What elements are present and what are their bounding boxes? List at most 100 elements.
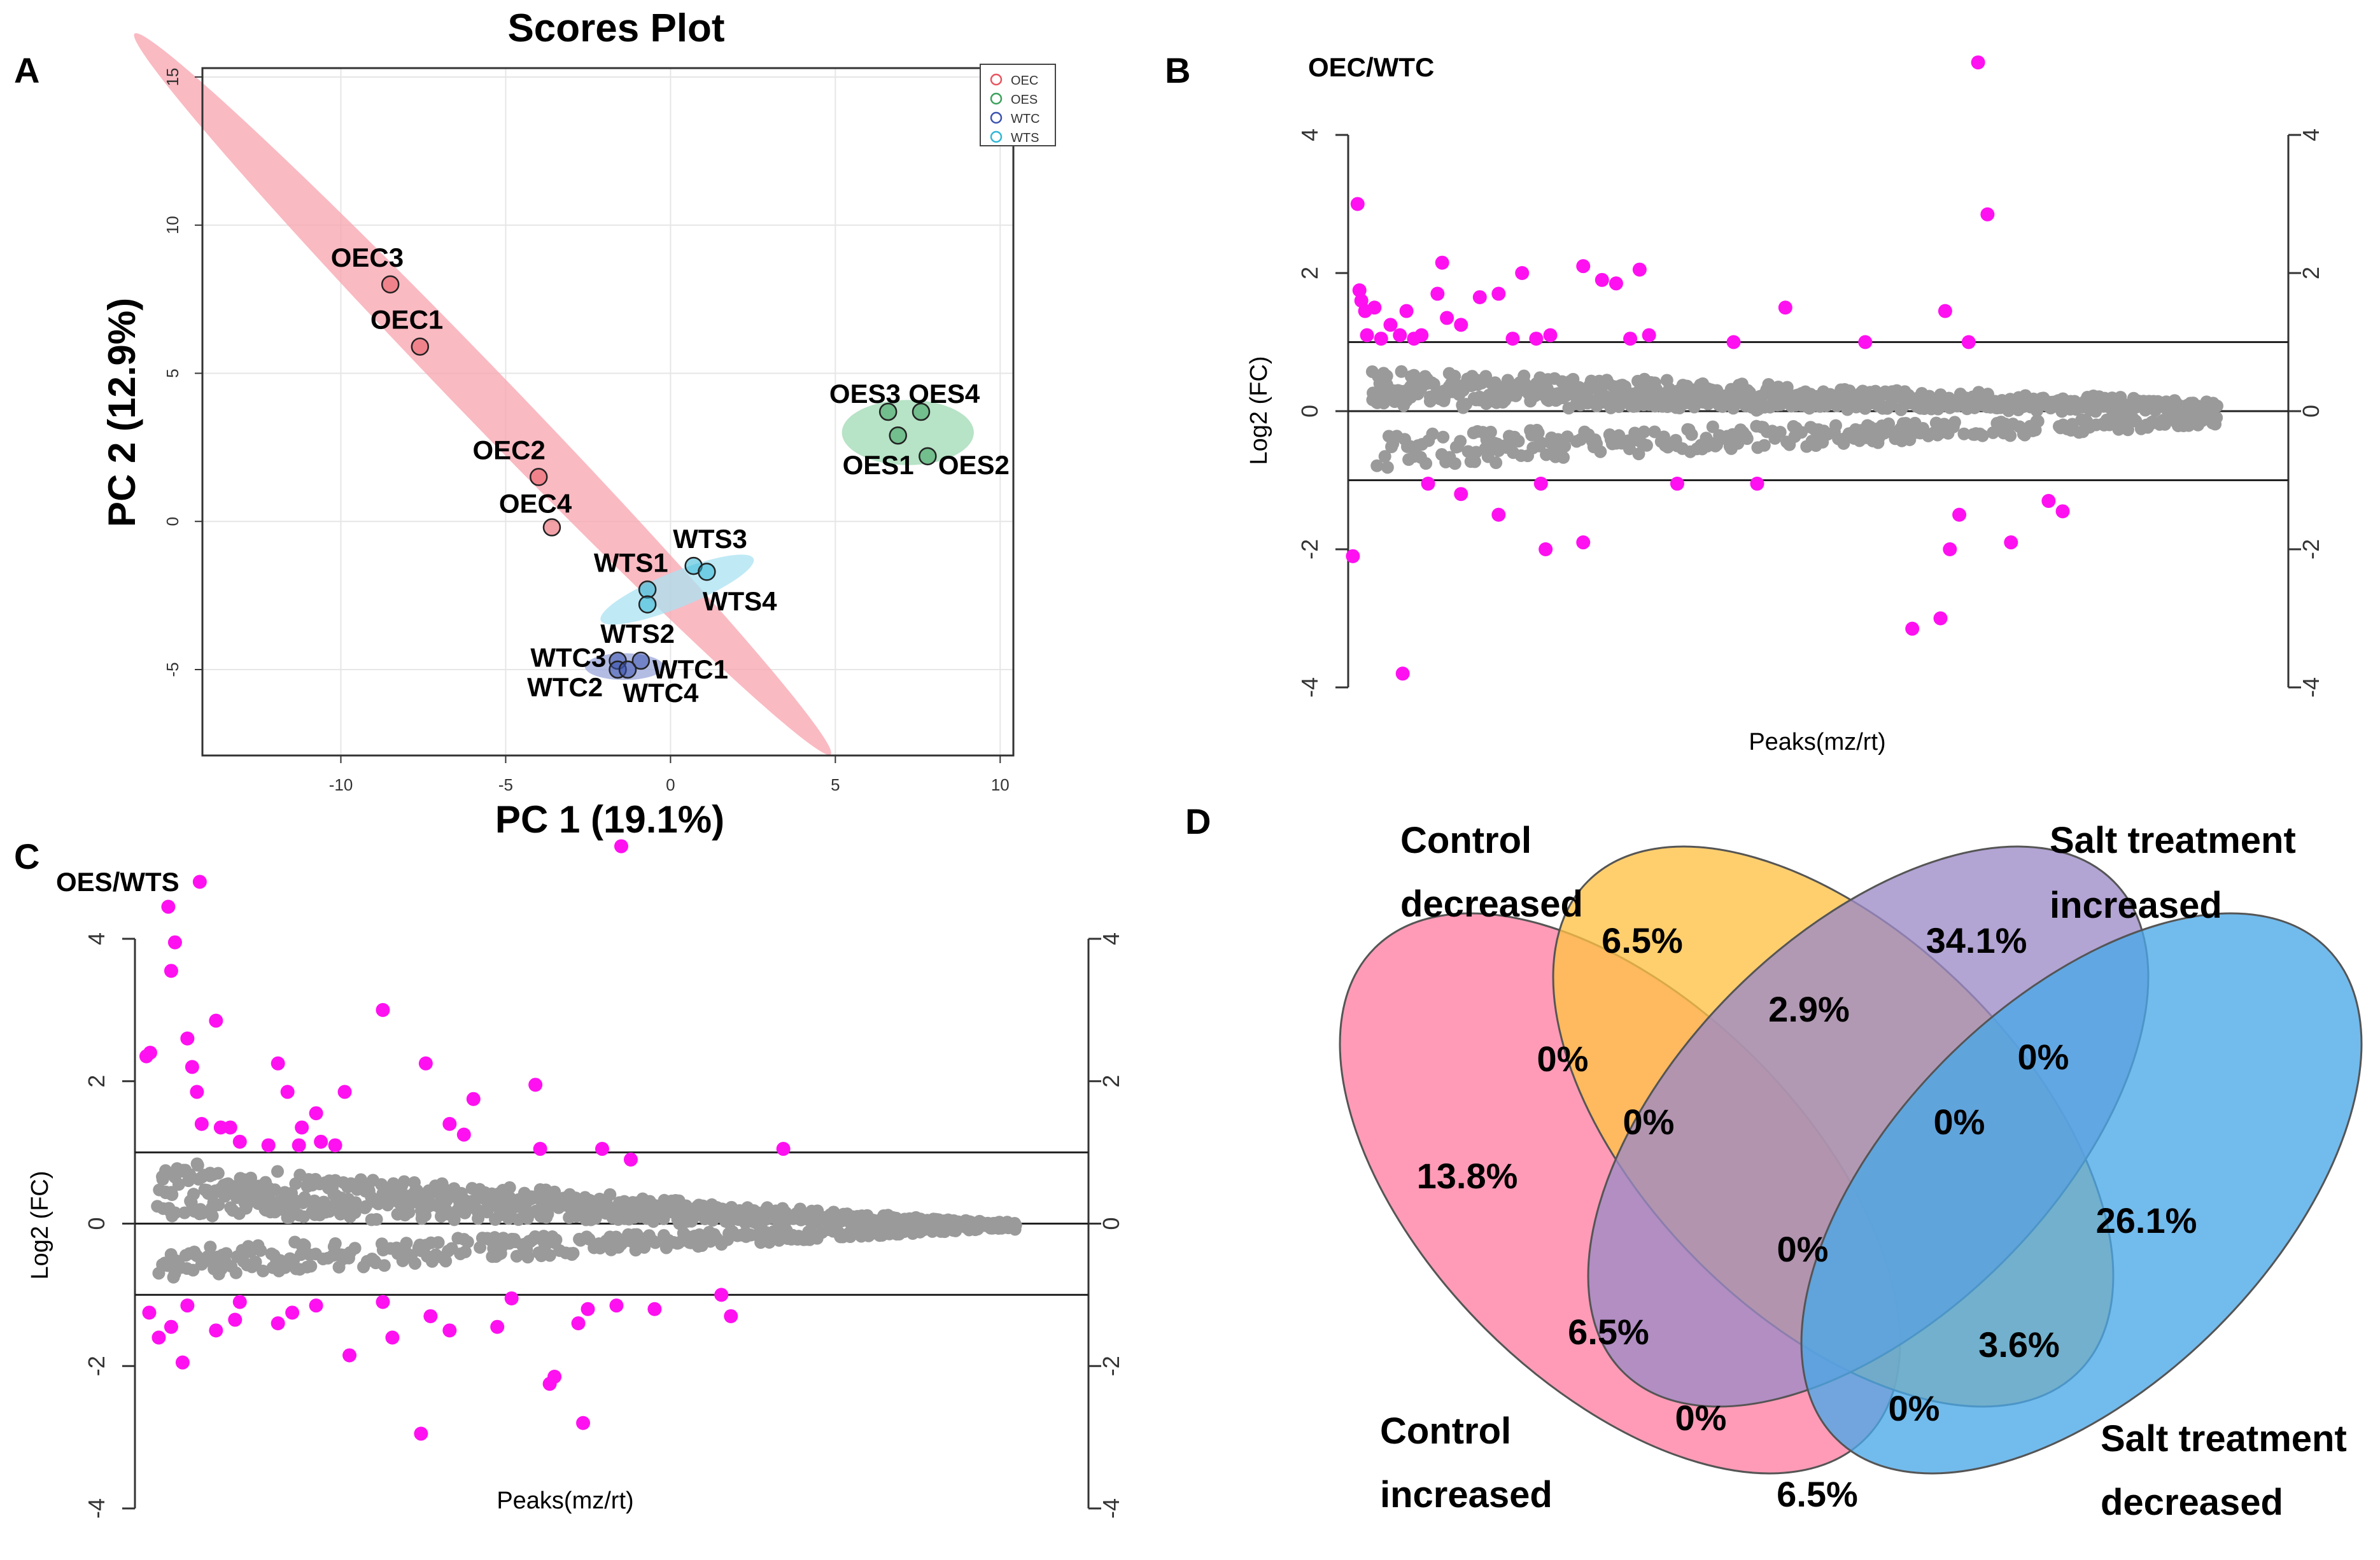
significant-peak-point — [581, 1302, 595, 1316]
significant-peak-point — [1933, 611, 1948, 626]
peak-point — [1757, 439, 1771, 452]
y-tick-label: 0 — [163, 517, 182, 526]
y-tick-label-left: 2 — [1297, 267, 1323, 279]
peak-point — [1594, 445, 1607, 458]
plot-b-significant-peaks — [1346, 55, 2070, 681]
significant-peak-point — [192, 875, 207, 889]
peak-point — [1706, 420, 1719, 433]
y-tick-label-left: -4 — [1297, 677, 1323, 698]
y-tick-label-left: 0 — [1297, 405, 1323, 418]
significant-peak-point — [376, 1295, 390, 1309]
significant-peak-point — [190, 1085, 204, 1099]
venn-region-value: 0% — [1889, 1388, 1940, 1428]
plot-c-significant-peaks — [139, 839, 791, 1441]
panel-letter-a: A — [14, 50, 39, 90]
venn-region-value: 2.9% — [1768, 989, 1850, 1029]
venn-region-value: 0% — [1537, 1039, 1589, 1079]
significant-peak-point — [1529, 332, 1544, 346]
y-tick-label: -5 — [163, 662, 182, 677]
scores-plot-points — [381, 275, 937, 679]
peak-point — [257, 1264, 270, 1277]
significant-peak-point — [342, 1348, 357, 1363]
sample-label-oes2: OES2 — [938, 450, 1010, 480]
significant-peak-point — [167, 935, 182, 950]
sample-label-oes1: OES1 — [843, 450, 914, 480]
sample-label-wts1: WTS1 — [594, 547, 668, 577]
significant-peak-point — [1505, 332, 1520, 346]
peak-point — [178, 1206, 191, 1219]
significant-peak-point — [1430, 286, 1445, 301]
peak-point — [195, 1207, 209, 1220]
y-tick-label-left: -2 — [83, 1356, 109, 1376]
significant-peak-point — [309, 1106, 323, 1121]
significant-peak-point — [504, 1291, 519, 1305]
significant-peak-point — [337, 1085, 352, 1099]
peak-point — [206, 1209, 219, 1223]
peak-point — [1557, 451, 1570, 464]
x-tick-label: 5 — [831, 775, 840, 794]
peak-point — [1426, 427, 1439, 440]
scores-plot-legend: OEC OES WTC WTS — [980, 64, 1056, 146]
peak-point — [432, 1236, 445, 1249]
peak-point — [543, 1249, 556, 1262]
sample-label-wtc3: WTC3 — [530, 642, 606, 672]
significant-peak-point — [309, 1298, 323, 1313]
significant-peak-point — [418, 1056, 433, 1071]
peak-point — [1468, 455, 1481, 468]
peak-point — [172, 1177, 185, 1191]
significant-peak-point — [2041, 494, 2056, 509]
peak-point — [408, 1256, 421, 1270]
sample-label-wts3: WTS3 — [673, 524, 747, 554]
significant-peak-point — [1539, 542, 1553, 556]
y-tick-label: 5 — [163, 369, 182, 377]
peak-point — [439, 1254, 453, 1268]
significant-peak-point — [295, 1120, 309, 1135]
significant-peak-point — [1491, 507, 1506, 522]
significant-peak-point — [164, 1319, 178, 1334]
peak-point — [377, 1259, 391, 1272]
significant-peak-point — [1421, 476, 1435, 491]
legend-label-oes: OES — [1011, 93, 1038, 107]
legend-marker-oec — [990, 73, 1003, 86]
peak-point — [461, 1235, 474, 1249]
significant-peak-point — [609, 1298, 624, 1313]
venn-label-salt-increased-1: Salt treatment — [2050, 820, 2296, 861]
peak-point — [1773, 426, 1787, 439]
venn-label-control-increased-2: increased — [1380, 1474, 1553, 1515]
peak-point — [1632, 447, 1645, 461]
significant-peak-point — [232, 1295, 247, 1309]
panel-letter-c: C — [14, 836, 39, 876]
peak-point — [271, 1165, 285, 1178]
significant-peak-point — [1352, 283, 1367, 298]
plot-b-xlabel: Peaks(mz/rt) — [1749, 729, 1885, 755]
significant-peak-point — [285, 1305, 300, 1320]
significant-peak-point — [442, 1323, 457, 1338]
sample-label-wtc2: WTC2 — [527, 672, 603, 702]
significant-peak-point — [1360, 328, 1374, 342]
significant-peak-point — [623, 1152, 638, 1167]
significant-peak-point — [533, 1142, 547, 1156]
y-tick-label-right: 0 — [1098, 1217, 1124, 1230]
significant-peak-point — [1623, 332, 1638, 346]
peak-point — [2031, 414, 2045, 428]
sample-label-oec3: OEC3 — [331, 242, 404, 272]
peak-point — [2004, 429, 2017, 442]
fold-change-plot-oec-wtc: OEC/WTC -4 -4 -2 -2 0 0 2 2 4 4 Peaks(mz/rt) Log2… — [1246, 52, 2324, 755]
peak-point — [1437, 430, 1450, 444]
significant-peak-point — [1393, 328, 1407, 342]
sample-label-wtc1: WTC1 — [652, 654, 728, 684]
significant-peak-point — [456, 1127, 471, 1142]
peak-point — [348, 1206, 362, 1219]
y-tick-label-left: 4 — [1297, 129, 1323, 141]
x-tick-label: -5 — [498, 775, 513, 794]
significant-peak-point — [1858, 335, 1873, 349]
significant-peak-point — [161, 899, 176, 914]
significant-peak-point — [466, 1092, 481, 1106]
significant-peak-point — [528, 1078, 543, 1092]
peak-point — [510, 1249, 523, 1263]
plot-c-xlabel: Peaks(mz/rt) — [496, 1487, 633, 1514]
peak-point — [204, 1240, 217, 1254]
peak-point — [1419, 457, 1433, 470]
significant-peak-point — [261, 1138, 276, 1153]
significant-peak-point — [1454, 487, 1468, 502]
